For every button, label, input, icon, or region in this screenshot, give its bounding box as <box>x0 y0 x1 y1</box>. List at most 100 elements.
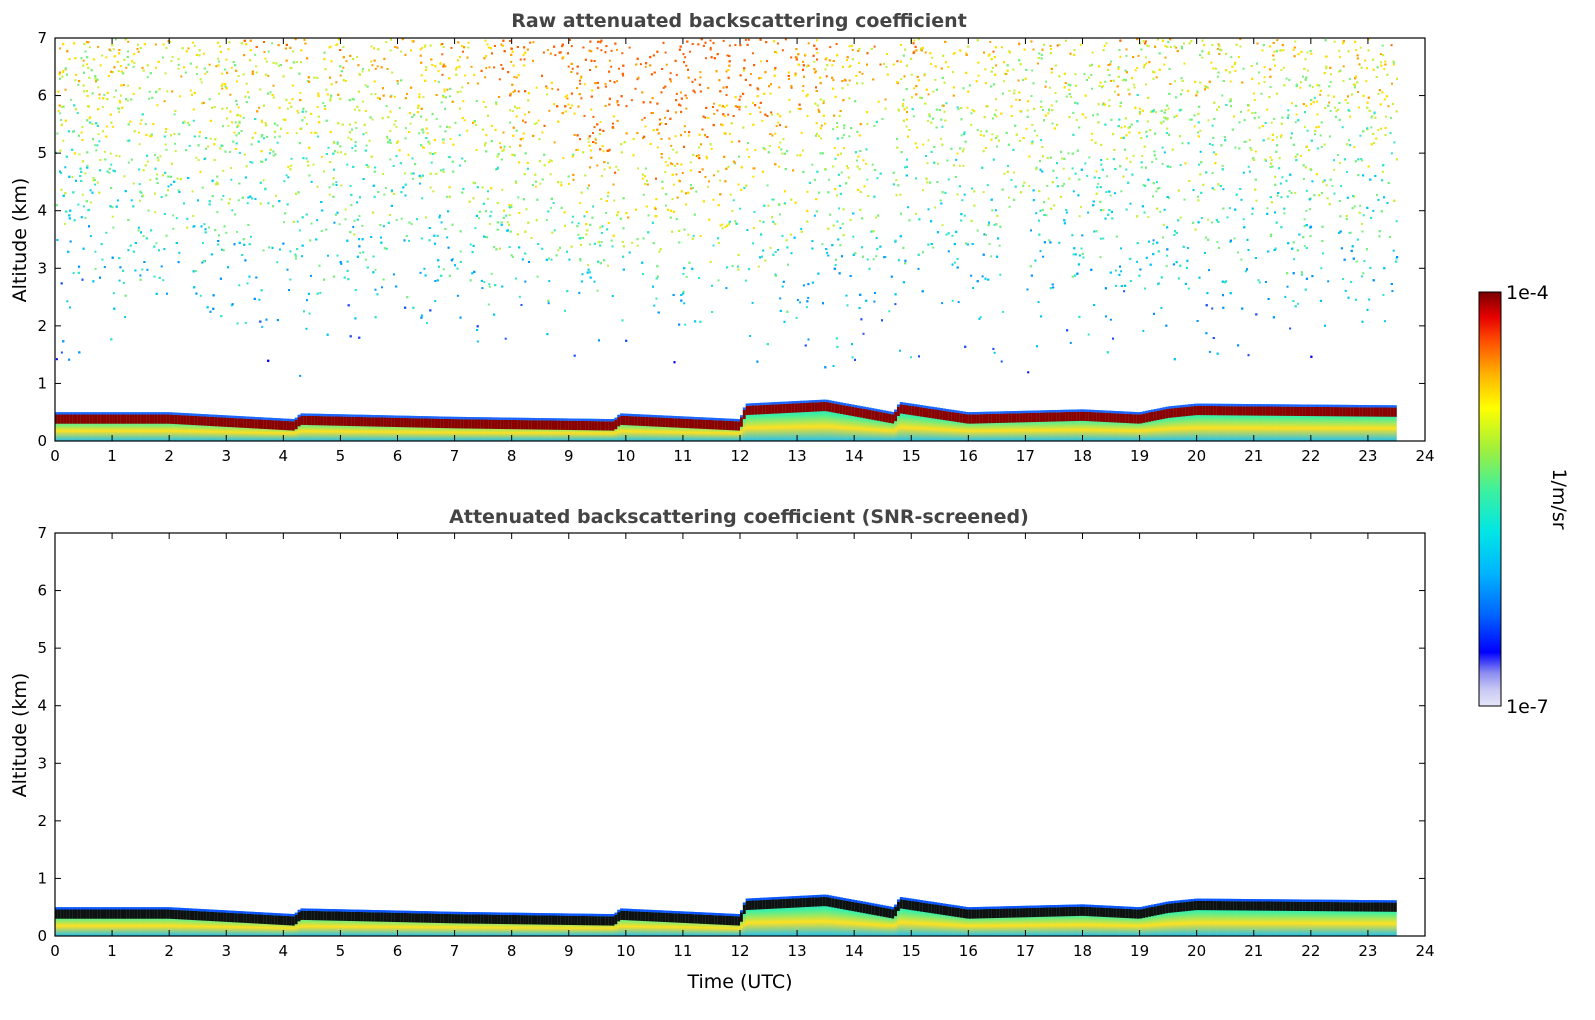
noise-pixel <box>557 249 560 252</box>
noise-pixel <box>320 230 323 232</box>
noise-pixel <box>957 301 960 304</box>
noise-pixel <box>359 251 362 254</box>
noise-pixel <box>1120 190 1123 193</box>
noise-pixel <box>518 212 521 214</box>
noise-pixel <box>446 88 449 91</box>
noise-pixel <box>1102 209 1105 212</box>
noise-pixel <box>1123 78 1126 81</box>
noise-pixel <box>91 123 94 126</box>
noise-pixel <box>94 144 97 147</box>
noise-pixel <box>1101 86 1104 89</box>
noise-pixel <box>1294 191 1297 194</box>
noise-pixel <box>583 83 586 86</box>
noise-pixel <box>177 67 180 70</box>
noise-pixel <box>1125 157 1128 160</box>
noise-pixel <box>981 275 984 278</box>
noise-pixel <box>1013 89 1016 92</box>
noise-pixel <box>404 194 407 197</box>
noise-pixel <box>82 205 85 208</box>
noise-pixel <box>885 66 888 68</box>
noise-pixel <box>77 83 80 86</box>
noise-pixel <box>900 43 902 46</box>
noise-pixel <box>328 193 331 196</box>
noise-pixel <box>934 78 937 81</box>
noise-pixel <box>662 86 665 89</box>
noise-pixel <box>697 154 700 157</box>
noise-pixel <box>118 155 121 158</box>
noise-pixel <box>1114 90 1116 93</box>
noise-pixel <box>588 243 591 246</box>
noise-pixel <box>825 75 828 78</box>
noise-pixel <box>694 78 697 81</box>
noise-pixel <box>1237 56 1240 58</box>
noise-pixel <box>1072 253 1075 256</box>
noise-pixel <box>776 113 779 116</box>
noise-pixel <box>721 227 724 230</box>
noise-pixel <box>283 221 285 224</box>
noise-pixel <box>839 227 842 230</box>
noise-pixel <box>1166 127 1169 130</box>
noise-pixel <box>835 43 838 45</box>
noise-pixel <box>979 133 982 136</box>
noise-pixel <box>469 243 472 246</box>
noise-pixel <box>947 178 950 181</box>
noise-pixel <box>926 119 929 122</box>
noise-pixel <box>97 133 100 136</box>
noise-pixel <box>305 157 308 160</box>
noise-pixel <box>164 72 167 75</box>
noise-pixel <box>977 74 980 77</box>
noise-pixel <box>796 154 799 157</box>
noise-pixel <box>312 163 315 166</box>
noise-pixel <box>237 106 240 109</box>
noise-pixel <box>1308 208 1311 211</box>
noise-pixel <box>922 143 925 146</box>
noise-pixel <box>1208 51 1211 54</box>
noise-pixel <box>299 374 302 377</box>
noise-pixel <box>251 161 254 164</box>
noise-pixel <box>778 213 781 216</box>
noise-pixel <box>189 89 192 92</box>
noise-pixel <box>393 95 396 98</box>
noise-pixel <box>384 187 387 189</box>
noise-pixel <box>1342 278 1345 280</box>
noise-pixel <box>86 63 89 66</box>
noise-pixel <box>111 215 114 218</box>
noise-pixel <box>1035 212 1038 215</box>
noise-pixel <box>772 198 775 201</box>
noise-pixel <box>508 204 511 207</box>
noise-pixel <box>931 56 934 59</box>
noise-pixel <box>1181 89 1184 92</box>
noise-pixel <box>230 304 233 307</box>
noise-pixel <box>459 90 462 93</box>
noise-pixel <box>641 118 644 121</box>
noise-pixel <box>404 127 407 130</box>
noise-pixel <box>237 75 240 78</box>
noise-pixel <box>963 193 966 196</box>
noise-pixel <box>760 60 762 63</box>
noise-pixel <box>464 160 466 163</box>
noise-pixel <box>778 146 781 149</box>
noise-pixel <box>775 125 778 128</box>
noise-pixel <box>811 240 814 242</box>
noise-pixel <box>541 131 544 134</box>
noise-pixel <box>612 183 615 186</box>
noise-pixel <box>900 78 903 81</box>
noise-pixel <box>174 142 176 145</box>
noise-pixel <box>188 124 191 127</box>
noise-pixel <box>515 76 518 79</box>
noise-pixel <box>1008 205 1011 208</box>
noise-pixel <box>1333 168 1336 171</box>
noise-pixel <box>95 149 98 152</box>
noise-pixel <box>1359 46 1362 49</box>
noise-pixel <box>336 254 339 257</box>
noise-pixel <box>155 242 158 245</box>
noise-pixel <box>64 88 67 91</box>
noise-pixel <box>899 349 901 352</box>
noise-pixel <box>996 135 999 138</box>
noise-pixel <box>227 124 230 127</box>
noise-pixel <box>133 62 136 64</box>
noise-pixel <box>852 235 855 238</box>
noise-pixel <box>1339 69 1342 72</box>
noise-pixel <box>1222 188 1225 191</box>
noise-pixel <box>1303 125 1306 128</box>
